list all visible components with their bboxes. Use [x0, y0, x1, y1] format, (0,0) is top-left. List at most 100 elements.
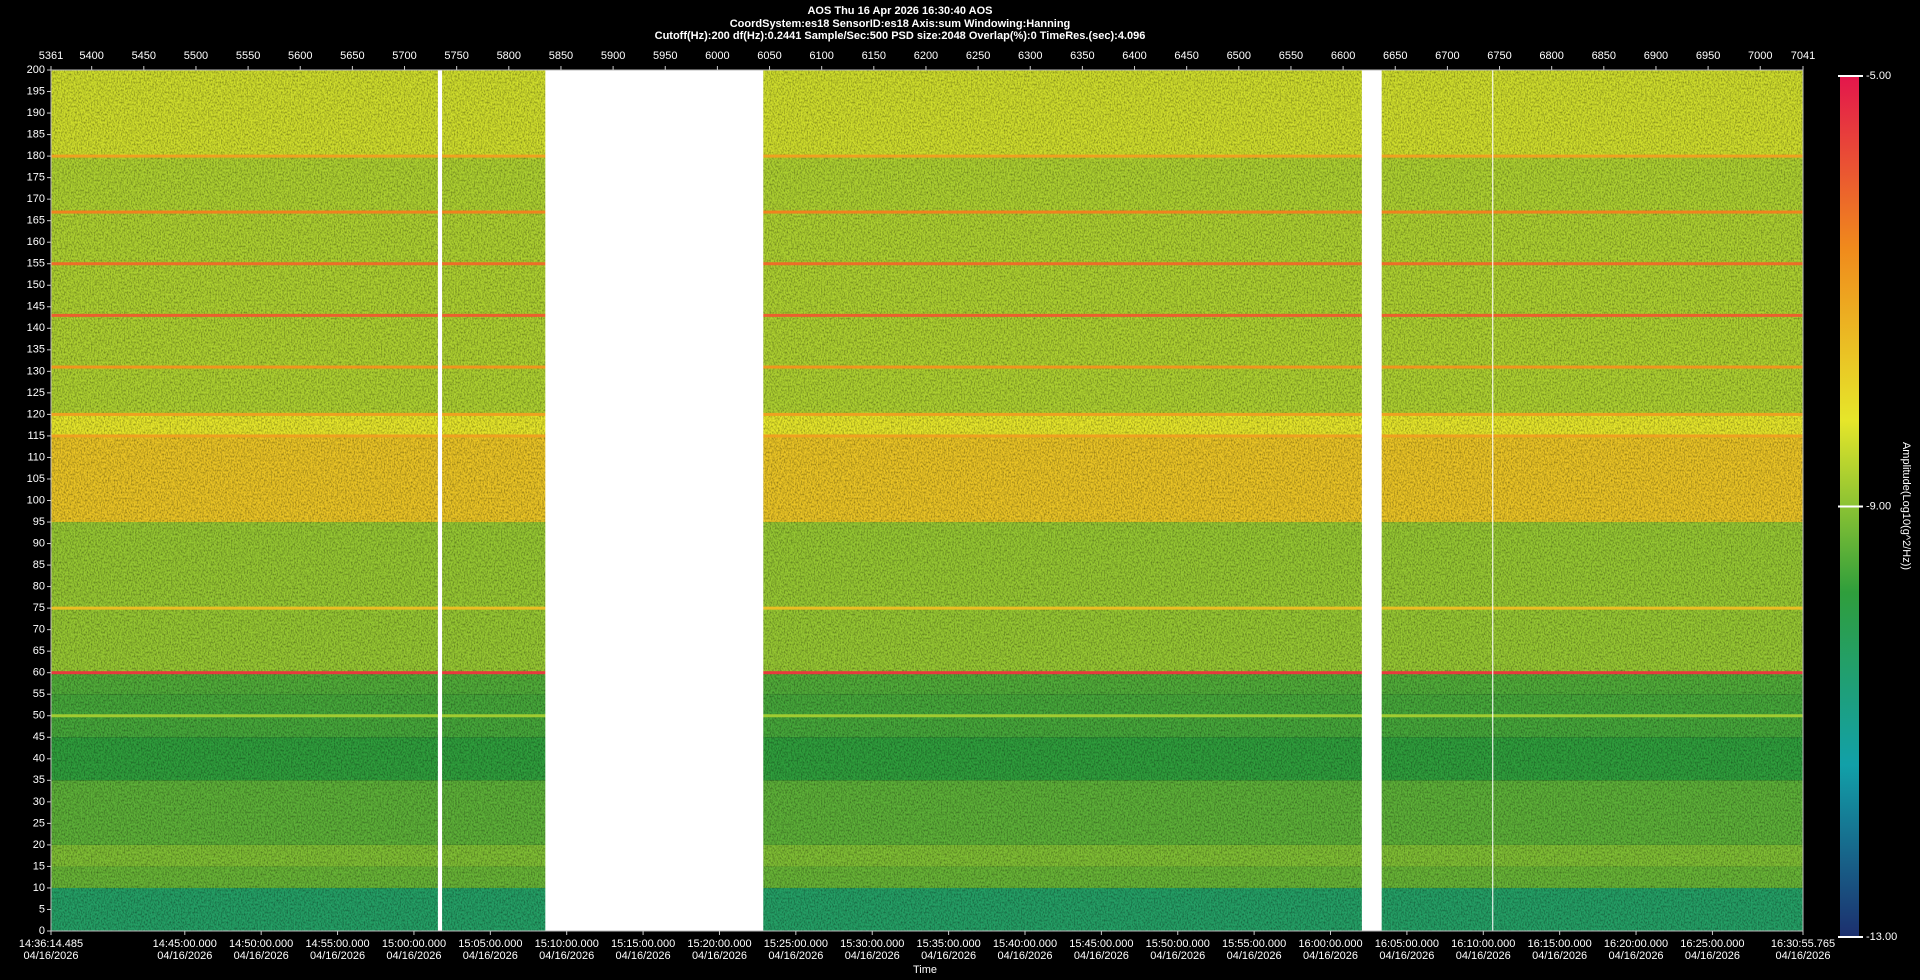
y-tick-label: 30	[33, 796, 45, 808]
y-tick-label: 60	[33, 667, 45, 679]
x-tick-label: 6450	[1174, 50, 1198, 62]
frequency-line	[51, 606, 1803, 610]
frequency-line	[51, 714, 1803, 718]
time-tick-label: 15:35:00.000	[916, 938, 980, 950]
time-tick-label: 15:00:00.000	[382, 938, 446, 950]
y-tick-label: 80	[33, 581, 45, 593]
time-tick-label: 14:45:00.000	[153, 938, 217, 950]
x-tick-label: 6500	[1227, 50, 1251, 62]
x-tick-label: 5600	[288, 50, 312, 62]
x-tick-label: 6700	[1435, 50, 1459, 62]
x-tick-label: 6750	[1487, 50, 1511, 62]
time-tick-label: 15:25:00.000	[764, 938, 828, 950]
time-tick-label: 15:15:00.000	[611, 938, 675, 950]
time-tick-date: 04/16/2026	[539, 950, 594, 962]
y-tick-label: 75	[33, 602, 45, 614]
x-tick-label: 5850	[549, 50, 573, 62]
time-tick-date: 04/16/2026	[845, 950, 900, 962]
y-tick-label: 135	[27, 344, 45, 356]
y-tick-label: 160	[27, 236, 45, 248]
time-tick-label: 16:30:55.765	[1771, 938, 1835, 950]
heatmap	[51, 70, 1803, 931]
x-tick-label: 6900	[1644, 50, 1668, 62]
y-tick-label: 45	[33, 731, 45, 743]
x-tick-label: 6600	[1331, 50, 1355, 62]
x-tick-label: 6000	[705, 50, 729, 62]
y-tick-label: 195	[27, 85, 45, 97]
time-tick-date: 04/16/2026	[692, 950, 747, 962]
y-tick-label: 0	[39, 925, 45, 937]
x-tick-label: 6200	[914, 50, 938, 62]
x-tick-label: 6800	[1539, 50, 1563, 62]
frequency-line	[51, 671, 1803, 675]
time-tick-label: 15:50:00.000	[1146, 938, 1210, 950]
x-axis-label: Time	[913, 964, 937, 976]
x-tick-label: 7000	[1748, 50, 1772, 62]
time-tick-date: 04/16/2026	[386, 950, 441, 962]
data-gap	[1361, 70, 1382, 931]
time-tick-date: 04/16/2026	[1609, 950, 1664, 962]
y-tick-label: 180	[27, 150, 45, 162]
time-tick-label: 16:05:00.000	[1375, 938, 1439, 950]
x-tick-label: 5900	[601, 50, 625, 62]
y-tick-label: 85	[33, 559, 45, 571]
x-tick-label: 6850	[1592, 50, 1616, 62]
time-tick-label: 14:55:00.000	[305, 938, 369, 950]
time-tick-date: 04/16/2026	[1379, 950, 1434, 962]
time-tick-label: 16:20:00.000	[1604, 938, 1668, 950]
y-tick-label: 155	[27, 258, 45, 270]
y-tick-label: 170	[27, 193, 45, 205]
y-tick-label: 120	[27, 408, 45, 420]
time-tick-date: 04/16/2026	[463, 950, 518, 962]
y-tick-label: 65	[33, 645, 45, 657]
time-tick-date: 04/16/2026	[310, 950, 365, 962]
time-tick-date: 04/16/2026	[234, 950, 289, 962]
time-tick-date: 04/16/2026	[997, 950, 1052, 962]
y-tick-label: 140	[27, 322, 45, 334]
x-tick-label: 6550	[1279, 50, 1303, 62]
x-tick-label: 5500	[184, 50, 208, 62]
time-tick-date: 04/16/2026	[1532, 950, 1587, 962]
time-tick-label: 15:05:00.000	[458, 938, 522, 950]
x-tick-label: 5950	[653, 50, 677, 62]
colorbar-tick-label: -5.00	[1866, 70, 1891, 82]
frequency-line	[51, 154, 1803, 158]
time-tick-date: 04/16/2026	[157, 950, 212, 962]
x-tick-label: 6950	[1696, 50, 1720, 62]
x-tick-label: 5361	[39, 50, 63, 62]
y-tick-label: 150	[27, 279, 45, 291]
y-tick-label: 115	[27, 430, 45, 442]
x-tick-label: 6400	[1122, 50, 1146, 62]
x-tick-label: 6100	[809, 50, 833, 62]
x-tick-label: 6300	[1018, 50, 1042, 62]
y-tick-label: 25	[33, 817, 45, 829]
y-tick-label: 105	[27, 473, 45, 485]
time-tick-label: 15:10:00.000	[535, 938, 599, 950]
time-tick-date: 04/16/2026	[616, 950, 671, 962]
y-tick-label: 185	[27, 128, 45, 140]
time-tick-date: 04/16/2026	[1775, 950, 1830, 962]
time-tick-label: 16:00:00.000	[1298, 938, 1362, 950]
x-tick-label: 5700	[392, 50, 416, 62]
frequency-line	[51, 412, 1803, 416]
x-tick-label: 5550	[236, 50, 260, 62]
colorbar-label: Amplitude(Log10(g^2/Hz))	[1900, 442, 1912, 570]
time-tick-label: 16:25:00.000	[1680, 938, 1744, 950]
frequency-line	[51, 365, 1803, 369]
y-tick-label: 200	[27, 64, 45, 76]
chart-parameters: Cutoff(Hz):200 df(Hz):0.2441 Sample/Sec:…	[655, 30, 1146, 42]
data-gap	[1492, 70, 1494, 931]
time-tick-label: 15:20:00.000	[687, 938, 751, 950]
y-tick-label: 190	[27, 107, 45, 119]
y-tick-label: 145	[27, 301, 45, 313]
time-tick-date: 04/16/2026	[1074, 950, 1129, 962]
time-tick-date: 04/16/2026	[23, 950, 78, 962]
data-gap	[437, 70, 443, 931]
time-tick-label: 14:36:14.485	[19, 938, 83, 950]
colorbar-tick-label: -13.00	[1866, 931, 1897, 943]
time-tick-date: 04/16/2026	[768, 950, 823, 962]
x-tick-label: 5450	[132, 50, 156, 62]
time-tick-date: 04/16/2026	[1227, 950, 1282, 962]
